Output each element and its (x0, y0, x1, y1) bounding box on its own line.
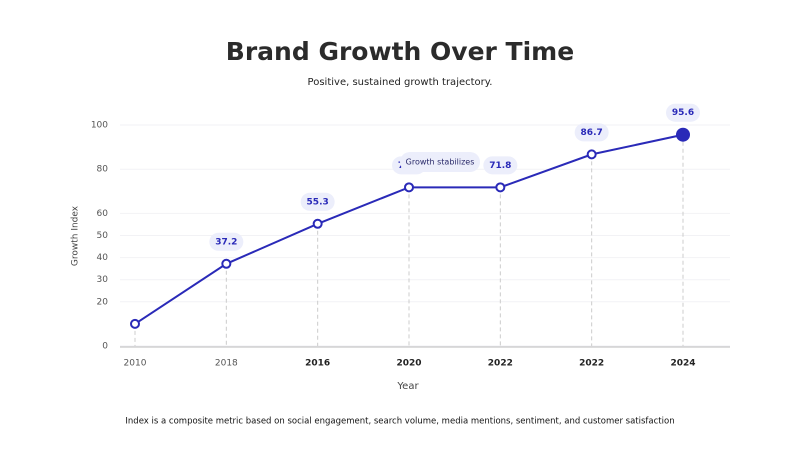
x-tick-label: 2016 (305, 359, 330, 369)
value-label: 55.3 (307, 197, 329, 207)
y-tick-label: 100 (91, 121, 108, 131)
value-label: 37.2 (215, 237, 237, 247)
value-label: 95.6 (672, 108, 694, 118)
value-label-bg (209, 232, 244, 251)
chart-subtitle: Positive, sustained growth trajectory. (308, 77, 493, 88)
y-tick-label: 40 (97, 253, 109, 263)
y-axis-label: Growth Index (71, 205, 81, 266)
annotation-bg (400, 152, 480, 172)
x-tick-label: 2010 (124, 359, 147, 369)
point (495, 182, 506, 193)
y-tick-label: 30 (97, 275, 109, 285)
annotation: Growth stabilizes (406, 158, 475, 167)
value-label-bg (574, 123, 609, 142)
value-label-bg (483, 156, 518, 175)
point (676, 127, 690, 142)
y-tick-label: 80 (97, 165, 109, 175)
x-tick-label: 2022 (488, 359, 513, 369)
point (404, 182, 414, 193)
x-axis-label: Year (396, 381, 419, 392)
x-tick-label: 2022 (579, 359, 604, 369)
value-label: 86.7 (581, 128, 603, 138)
value-label: 71.8 (489, 161, 511, 171)
point (221, 258, 232, 269)
y-tick-label: 20 (97, 297, 109, 307)
point (586, 149, 597, 160)
x-tick-label: 2020 (396, 359, 421, 369)
point (312, 218, 323, 229)
footnote: Index is a composite metric based on soc… (125, 417, 674, 427)
value-label-bg (300, 192, 335, 211)
point (130, 318, 140, 329)
chart-title: Brand Growth Over Time (226, 37, 574, 66)
x-tick-label: 2024 (670, 359, 695, 369)
y-tick-label: 0 (102, 342, 108, 352)
x-tick-label: 2018 (215, 359, 238, 369)
y-tick-label: 60 (97, 209, 109, 219)
y-tick-label: 50 (97, 231, 109, 241)
value-label-bg (666, 103, 700, 122)
